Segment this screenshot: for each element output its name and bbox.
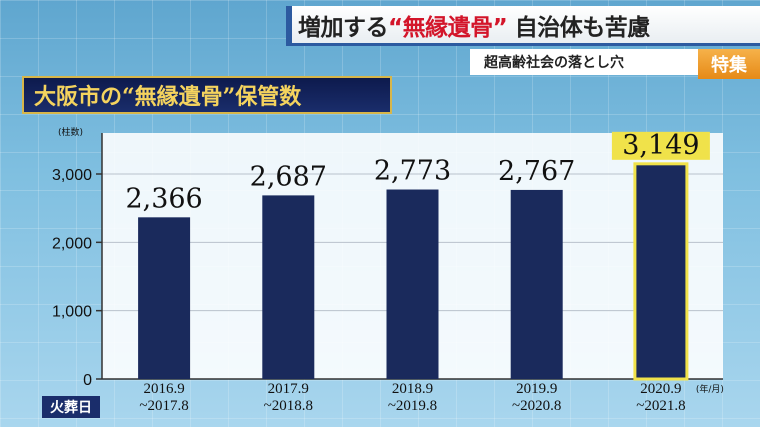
- data-label: 2,366: [125, 183, 202, 214]
- bar: [262, 195, 315, 379]
- data-label: 3,149: [622, 130, 699, 161]
- x-axis-unit: (年/月): [696, 383, 724, 395]
- chart-title-box: 大阪市の“無縁遺骨”保管数: [22, 76, 392, 114]
- chart-title: 大阪市の“無縁遺骨”保管数: [34, 84, 302, 110]
- x-tick-label: ~2019.8: [388, 398, 437, 414]
- x-tick-label: ~2020.8: [512, 398, 561, 414]
- bar: [138, 217, 191, 379]
- y-tick-label: 1,000: [52, 304, 92, 321]
- x-tick-label: 2019.9: [516, 381, 557, 397]
- data-label: 2,687: [250, 161, 327, 192]
- y-tick-label: 2,000: [52, 235, 92, 252]
- y-axis-unit: (柱数): [58, 126, 83, 138]
- bar: [633, 162, 689, 381]
- x-row-label: 火葬日: [42, 396, 100, 418]
- headline-accent: [286, 6, 292, 43]
- bar: [386, 189, 439, 379]
- y-tick-label: 0: [83, 372, 92, 389]
- subheadline-text: 超高齢社会の落とし穴: [484, 55, 624, 71]
- bar: [510, 189, 563, 379]
- x-tick-label: ~2017.8: [139, 398, 188, 414]
- x-tick-label: 2020.9: [640, 381, 681, 397]
- x-tick-label: 2016.9: [143, 381, 184, 397]
- data-label: 2,773: [374, 156, 451, 187]
- y-tick-label: 3,000: [52, 167, 92, 184]
- data-label: 2,767: [498, 156, 575, 187]
- headline-highlight: “無縁遺骨”: [388, 14, 508, 41]
- feature-badge: 特集: [698, 49, 760, 79]
- x-tick-label: 2018.9: [392, 381, 433, 397]
- headline-text: 増加する“無縁遺骨” 自治体も苦慮: [298, 14, 650, 41]
- x-tick-label: ~2021.8: [636, 398, 685, 414]
- x-tick-label: ~2018.8: [264, 398, 313, 414]
- x-tick-label: 2017.9: [268, 381, 309, 397]
- data-label-highlight: [611, 131, 710, 160]
- headline-banner: 増加する“無縁遺骨” 自治体も苦慮: [286, 6, 760, 46]
